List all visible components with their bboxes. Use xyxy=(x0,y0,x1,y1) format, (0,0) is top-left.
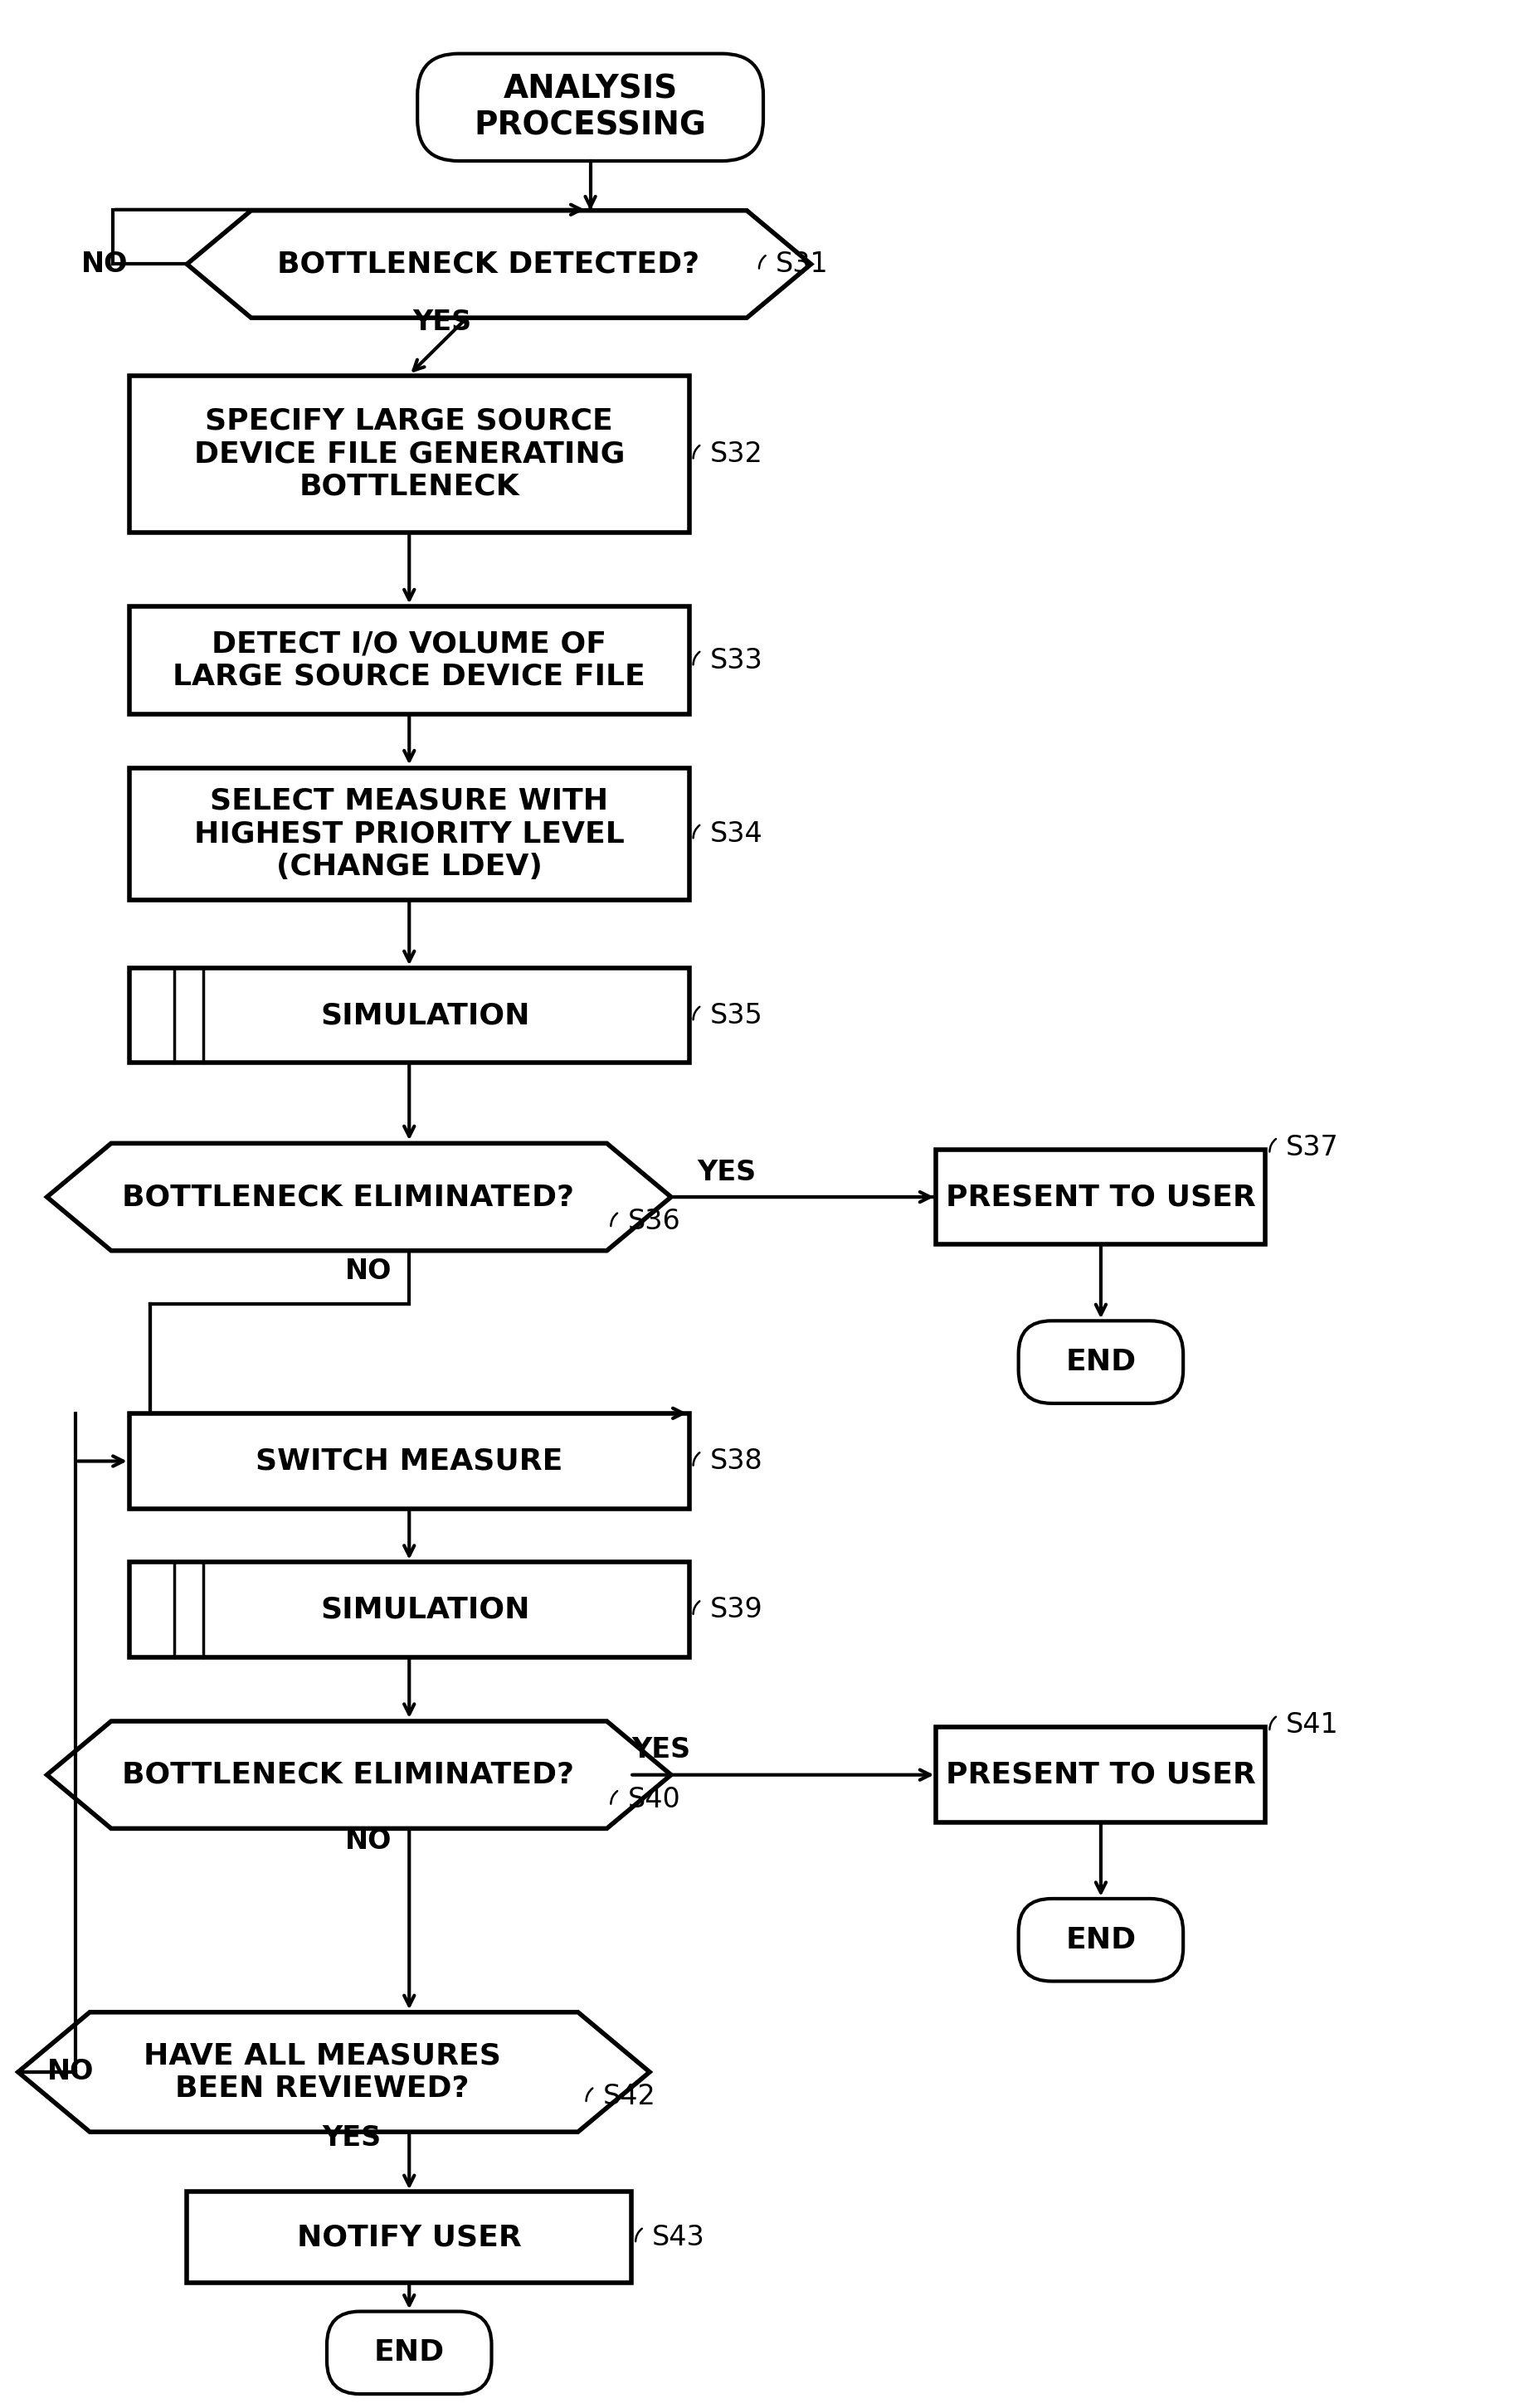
Text: S42: S42 xyxy=(602,2083,656,2109)
Text: END: END xyxy=(375,2338,445,2367)
Text: END: END xyxy=(1066,1926,1136,1953)
Text: S35: S35 xyxy=(709,1002,763,1028)
Text: S39: S39 xyxy=(709,1597,763,1623)
Text: S31: S31 xyxy=(775,250,829,277)
Text: YES: YES xyxy=(323,2124,381,2153)
Text: YES: YES xyxy=(413,308,471,335)
Text: DETECT I/O VOLUME OF
LARGE SOURCE DEVICE FILE: DETECT I/O VOLUME OF LARGE SOURCE DEVICE… xyxy=(173,631,645,691)
Bar xyxy=(936,1727,1266,1823)
Text: ANALYSIS
PROCESSING: ANALYSIS PROCESSING xyxy=(474,72,706,142)
Text: SPECIFY LARGE SOURCE
DEVICE FILE GENERATING
BOTTLENECK: SPECIFY LARGE SOURCE DEVICE FILE GENERAT… xyxy=(194,407,625,501)
Bar xyxy=(130,768,690,901)
Text: S36: S36 xyxy=(627,1209,680,1235)
Text: NO: NO xyxy=(344,1828,391,1854)
Polygon shape xyxy=(18,2013,650,2131)
Bar xyxy=(936,1149,1266,1245)
FancyBboxPatch shape xyxy=(1018,1322,1183,1404)
Bar xyxy=(130,1413,690,1510)
Text: END: END xyxy=(1066,1348,1136,1377)
Text: S33: S33 xyxy=(709,648,763,674)
Text: S32: S32 xyxy=(709,441,763,467)
Text: S43: S43 xyxy=(651,2223,705,2251)
Text: YES: YES xyxy=(697,1158,757,1185)
FancyBboxPatch shape xyxy=(1018,1898,1183,1982)
Text: SIMULATION: SIMULATION xyxy=(321,1597,531,1623)
Bar xyxy=(187,2191,631,2283)
Text: S38: S38 xyxy=(709,1447,763,1474)
FancyBboxPatch shape xyxy=(417,53,763,161)
Bar xyxy=(130,376,690,532)
Text: NO: NO xyxy=(81,250,128,277)
Text: NO: NO xyxy=(344,1257,391,1286)
Text: NOTIFY USER: NOTIFY USER xyxy=(297,2223,521,2251)
Text: SELECT MEASURE WITH
HIGHEST PRIORITY LEVEL
(CHANGE LDEV): SELECT MEASURE WITH HIGHEST PRIORITY LEV… xyxy=(194,787,624,881)
Text: S34: S34 xyxy=(709,821,763,848)
Polygon shape xyxy=(47,1722,671,1828)
Text: SIMULATION: SIMULATION xyxy=(321,1002,531,1031)
Text: S40: S40 xyxy=(627,1787,680,1813)
Text: PRESENT TO USER: PRESENT TO USER xyxy=(946,1182,1255,1211)
Text: BOTTLENECK ELIMINATED?: BOTTLENECK ELIMINATED? xyxy=(122,1182,575,1211)
Text: SWITCH MEASURE: SWITCH MEASURE xyxy=(255,1447,563,1476)
Text: BOTTLENECK DETECTED?: BOTTLENECK DETECTED? xyxy=(277,250,699,279)
Text: YES: YES xyxy=(631,1736,691,1763)
Polygon shape xyxy=(187,209,810,318)
Text: BOTTLENECK ELIMINATED?: BOTTLENECK ELIMINATED? xyxy=(122,1760,575,1789)
Bar xyxy=(130,1563,690,1657)
Text: PRESENT TO USER: PRESENT TO USER xyxy=(946,1760,1255,1789)
Bar xyxy=(130,968,690,1062)
Bar xyxy=(130,607,690,715)
Polygon shape xyxy=(47,1144,671,1250)
Text: NO: NO xyxy=(47,2059,93,2085)
Text: HAVE ALL MEASURES
BEEN REVIEWED?: HAVE ALL MEASURES BEEN REVIEWED? xyxy=(144,2042,500,2102)
Text: S41: S41 xyxy=(1286,1712,1339,1739)
Text: S37: S37 xyxy=(1286,1134,1339,1161)
FancyBboxPatch shape xyxy=(327,2312,491,2394)
